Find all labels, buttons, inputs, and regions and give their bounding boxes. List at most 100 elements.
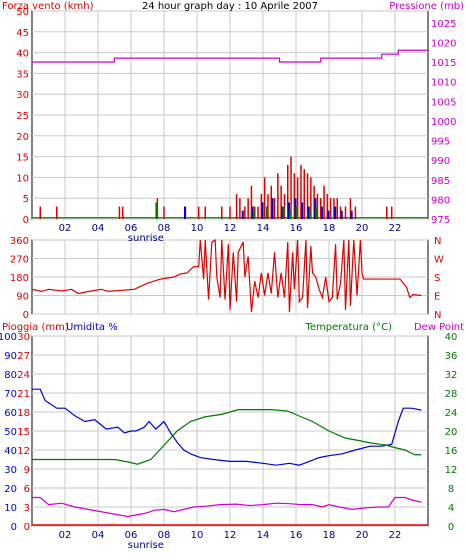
rain-tick-label: 15 xyxy=(17,427,30,438)
wind-tick-label: 10 xyxy=(16,173,29,184)
humidity-tick-label: 20 xyxy=(4,484,17,495)
pressure-tick-label: 995 xyxy=(431,137,450,148)
humidity-x-tick-label: 20 xyxy=(356,530,369,541)
wind-tick-label: 15 xyxy=(16,153,29,164)
humidity-tick-label: 100 xyxy=(0,332,17,343)
pressure-tick-label: 985 xyxy=(431,176,450,187)
pressure-tick-label: 1015 xyxy=(431,58,456,69)
wind-x-tick-label: 02 xyxy=(59,223,72,234)
rain-tick-label: 6 xyxy=(24,484,30,495)
humidity-x-tick-label: 16 xyxy=(290,530,303,541)
wind-tick-label: 25 xyxy=(16,111,29,122)
humidity-x-tick-label: 12 xyxy=(224,530,237,541)
humidity-tick-label: 80 xyxy=(4,370,17,381)
wind-tick-label: 40 xyxy=(16,49,29,60)
tick-labels: 0510152025303540455097598098599099510001… xyxy=(0,7,457,551)
wind-x-tick-label: 16 xyxy=(290,223,303,234)
humidity-tick-label: 0 xyxy=(11,522,17,533)
sunrise-label-top: sunrise xyxy=(128,233,164,244)
temperature-tick-label: 4 xyxy=(448,503,454,514)
direction-tick-label: 360 xyxy=(10,236,29,247)
rain-tick-label: 21 xyxy=(17,389,30,400)
rain-tick-label: 12 xyxy=(17,446,30,457)
temperature-tick-label: 28 xyxy=(445,389,458,400)
wind-x-tick-label: 10 xyxy=(191,223,204,234)
pressure-tick-label: 1010 xyxy=(431,78,456,89)
dewpoint-axis-label: Dew Point xyxy=(414,322,464,333)
rain-tick-label: 27 xyxy=(17,351,30,362)
pressure-tick-label: 990 xyxy=(431,156,450,167)
rain-tick-label: 9 xyxy=(24,465,30,476)
temperature-line xyxy=(32,409,422,465)
direction-compass-label: N xyxy=(434,236,441,247)
temperature-tick-label: 16 xyxy=(445,446,458,457)
temperature-tick-label: 0 xyxy=(448,522,454,533)
wind-x-tick-label: 18 xyxy=(323,223,336,234)
temperature-tick-label: 36 xyxy=(445,351,458,362)
direction-compass-label: N xyxy=(434,310,441,321)
direction-compass-label: W xyxy=(434,255,444,266)
pressure-tick-label: 1005 xyxy=(431,97,456,108)
humidity-tick-label: 50 xyxy=(4,427,17,438)
dewpoint-line xyxy=(32,496,422,518)
humidity-x-tick-label: 22 xyxy=(389,530,402,541)
humidity-x-tick-label: 08 xyxy=(158,530,171,541)
temperature-axis-label: Temperatura (°C) xyxy=(304,322,392,333)
pressure-tick-label: 1000 xyxy=(431,117,456,128)
wind-tick-label: 20 xyxy=(16,132,29,143)
direction-tick-label: 270 xyxy=(10,255,29,266)
temperature-tick-label: 8 xyxy=(448,484,454,495)
humidity-tick-label: 70 xyxy=(4,389,17,400)
direction-compass-label: S xyxy=(434,273,440,284)
pressure-axis-label: Pressione (mb) xyxy=(389,1,464,12)
rain-tick-label: 3 xyxy=(24,503,30,514)
pressure-tick-label: 975 xyxy=(431,215,450,226)
wind-tick-label: 35 xyxy=(16,69,29,80)
temperature-tick-label: 12 xyxy=(445,465,458,476)
series-layer xyxy=(31,49,428,526)
temperature-tick-label: 32 xyxy=(445,370,458,381)
humidity-tick-label: 40 xyxy=(4,446,17,457)
humidity-x-tick-label: 06 xyxy=(125,530,138,541)
pressure-tick-label: 1020 xyxy=(431,38,456,49)
wind-tick-label: 0 xyxy=(23,215,29,226)
wind-x-tick-label: 14 xyxy=(257,223,270,234)
humidity-x-tick-label: 10 xyxy=(191,530,204,541)
wind-x-tick-label: 04 xyxy=(92,223,105,234)
wind-x-tick-label: 12 xyxy=(224,223,237,234)
rain-tick-label: 0 xyxy=(24,522,30,533)
humidity-x-tick-label: 14 xyxy=(257,530,270,541)
rain-axis-label: Pioggia (mm) xyxy=(2,322,69,333)
pressure-tick-label: 980 xyxy=(431,195,450,206)
temperature-tick-label: 40 xyxy=(445,332,458,343)
sunrise-label-bottom: sunrise xyxy=(128,540,164,551)
pressure-line xyxy=(32,49,428,63)
wind-tick-label: 5 xyxy=(23,194,29,205)
direction-compass-label: E xyxy=(434,292,440,303)
humidity-x-tick-label: 18 xyxy=(323,530,336,541)
chart-title: 24 hour graph day : 10 Aprile 2007 xyxy=(142,1,318,12)
humidity-x-tick-label: 04 xyxy=(92,530,105,541)
pressure-tick-label: 1025 xyxy=(431,19,456,30)
direction-tick-label: 90 xyxy=(16,292,29,303)
grid-lines xyxy=(32,10,428,527)
rain-tick-label: 24 xyxy=(17,370,30,381)
humidity-axis-label: Umidita % xyxy=(66,322,118,333)
direction-line xyxy=(31,238,422,313)
wind-tick-label: 50 xyxy=(16,7,29,18)
wind-axis-label: Forza vento (kmh) xyxy=(2,1,94,12)
humidity-line xyxy=(32,388,422,466)
direction-tick-label: 0 xyxy=(23,310,29,321)
wind-x-tick-label: 08 xyxy=(158,223,171,234)
direction-tick-label: 180 xyxy=(10,273,29,284)
humidity-tick-label: 10 xyxy=(4,503,17,514)
rain-tick-label: 30 xyxy=(17,332,30,343)
humidity-tick-label: 30 xyxy=(4,465,17,476)
wind-tick-label: 30 xyxy=(16,90,29,101)
temperature-tick-label: 24 xyxy=(445,408,458,419)
temperature-tick-label: 20 xyxy=(445,427,458,438)
wind-x-tick-label: 20 xyxy=(356,223,369,234)
rain-tick-label: 18 xyxy=(17,408,30,419)
